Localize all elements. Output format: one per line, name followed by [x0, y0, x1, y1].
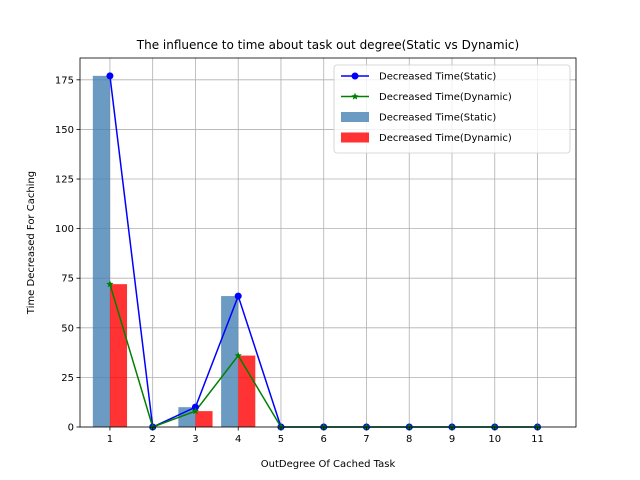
- bar: [221, 296, 239, 427]
- legend-marker: [351, 92, 359, 100]
- legend-label: Decreased Time(Static): [379, 113, 496, 124]
- data-point: [234, 351, 242, 359]
- data-point: [106, 72, 114, 80]
- legend-marker: [351, 72, 359, 80]
- data-point: [191, 403, 199, 411]
- x-tick-label: 5: [278, 434, 284, 445]
- data-point: [106, 280, 114, 288]
- bar: [109, 284, 128, 427]
- x-tick-label: 10: [488, 434, 501, 445]
- y-tick-label: 0: [68, 423, 74, 434]
- x-tick-label: 11: [531, 434, 544, 445]
- x-tick-label: 7: [363, 434, 369, 445]
- y-axis-label: Time Decreased For Caching: [26, 171, 37, 315]
- bar: [92, 75, 110, 428]
- data-point: [234, 292, 242, 300]
- legend-label: Decreased Time(Static): [379, 72, 496, 83]
- y-tick-label: 100: [55, 224, 74, 235]
- y-tick-label: 25: [61, 373, 74, 384]
- x-tick-label: 2: [150, 434, 156, 445]
- legend-label: Decreased Time(Dynamic): [379, 133, 512, 144]
- data-point: [191, 407, 200, 415]
- x-axis-label: OutDegree Of Cached Task: [261, 459, 396, 470]
- legend: Decreased Time(Static) Decreased Time(Dyn…: [333, 64, 571, 154]
- x-tick-label: 3: [192, 434, 198, 445]
- x-tick-label: 4: [235, 434, 241, 445]
- legend-bar-swatch: [341, 132, 369, 143]
- plot-frame: [79, 57, 577, 428]
- bar: [238, 355, 256, 427]
- chart-title: The influence to time about task out deg…: [136, 38, 519, 52]
- legend-label: Decreased Time(Dynamic): [379, 92, 512, 103]
- y-tick-label: 125: [55, 175, 74, 186]
- y-tick-label: 75: [61, 274, 74, 285]
- x-tick-label: 1: [107, 434, 113, 445]
- bar: [195, 411, 213, 427]
- y-tick-label: 150: [55, 125, 74, 136]
- legend-box: [333, 64, 571, 154]
- ticks: 1 2 3 4 5 6 7 8 9 10 11 0 25 50 75 100 125 150 175: [55, 75, 544, 445]
- x-tick-label: 6: [321, 434, 327, 445]
- y-tick-label: 175: [55, 75, 74, 86]
- y-tick-label: 50: [61, 323, 74, 334]
- x-tick-label: 8: [406, 434, 412, 445]
- x-tick-label: 9: [449, 434, 455, 445]
- legend-bar-swatch: [341, 112, 369, 122]
